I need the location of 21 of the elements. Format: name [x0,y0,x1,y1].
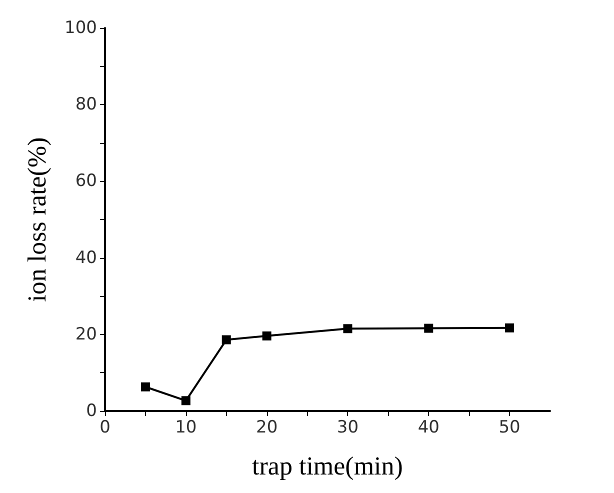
point [181,396,190,406]
y-tick-label: 20 [75,324,97,344]
point [343,324,352,334]
x-tick-label: 30 [336,418,359,438]
y-tick-label: 40 [75,248,97,268]
y-tick-label: 60 [75,171,97,192]
x-tick-label: 10 [175,418,197,438]
y-axis-title: ion loss rate(%) [22,137,52,302]
x-tick-label: 40 [418,418,440,438]
x-axis-title: trap time(min) [252,452,403,480]
x-tick-label: 20 [256,418,278,438]
y-tick-label: 80 [75,94,97,115]
y-tick-label: 100 [64,18,97,38]
point [222,335,231,344]
point [140,382,150,392]
point [424,324,434,333]
x-tick-label: 0 [100,418,110,438]
y-tick-label: 0 [86,401,97,421]
x-tick-label: 50 [498,418,520,438]
point [505,323,514,332]
point [262,331,272,340]
